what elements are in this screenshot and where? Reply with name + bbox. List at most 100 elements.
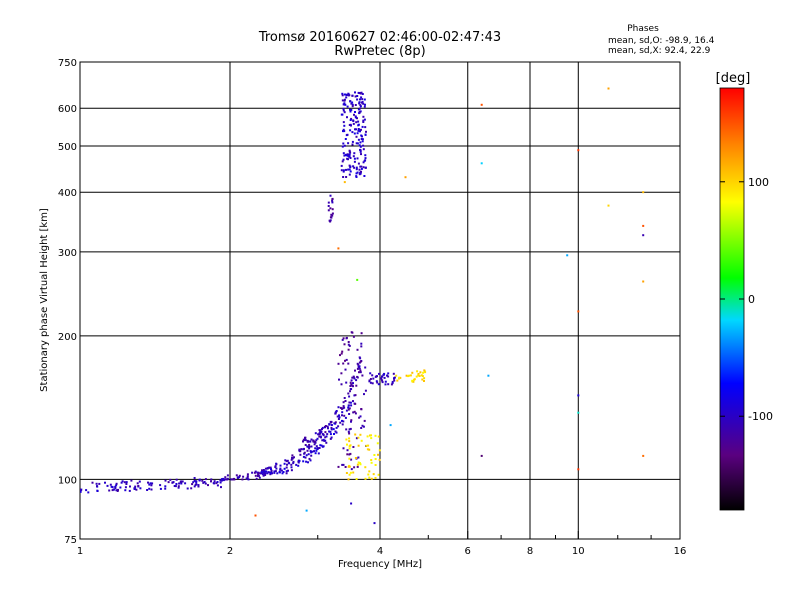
echo-point	[348, 155, 351, 158]
echo-point	[330, 436, 333, 439]
echo-point	[349, 452, 352, 455]
echo-point	[392, 372, 395, 375]
echo-point	[353, 132, 356, 135]
echo-point	[344, 368, 347, 371]
echo-point	[125, 483, 128, 485]
echo-point	[112, 488, 115, 491]
echo-point	[343, 130, 346, 133]
echo-point	[341, 407, 343, 410]
echo-point	[319, 435, 322, 438]
echo-point	[340, 113, 343, 116]
echo-point	[151, 482, 154, 485]
echo-point	[327, 209, 330, 212]
echo-point	[91, 481, 94, 484]
echo-point	[338, 414, 340, 417]
echo-point	[363, 118, 366, 121]
echo-point	[264, 472, 267, 475]
echo-point	[356, 157, 359, 160]
echo-point	[342, 447, 345, 450]
echo-point	[347, 406, 350, 409]
echo-point	[339, 354, 341, 357]
echo-point	[352, 446, 355, 448]
echo-point	[373, 522, 376, 525]
echo-point	[110, 485, 113, 488]
echo-point	[345, 438, 348, 441]
echo-point	[355, 176, 358, 178]
echo-point	[342, 401, 345, 404]
echo-point	[322, 438, 325, 441]
echo-point	[346, 443, 348, 446]
echo-point	[391, 382, 394, 385]
echo-point	[356, 278, 359, 281]
echo-point	[290, 466, 293, 469]
echo-point	[324, 431, 327, 434]
echo-point	[261, 471, 264, 474]
echo-point	[310, 451, 313, 454]
echo-point	[355, 437, 358, 440]
echo-point	[349, 119, 352, 121]
echo-point	[356, 132, 359, 135]
echo-point	[342, 103, 345, 106]
echo-point	[341, 423, 344, 426]
echo-point	[373, 454, 376, 456]
echo-point	[342, 405, 345, 408]
echo-point	[308, 457, 311, 460]
echo-point	[324, 425, 327, 427]
echo-point	[346, 133, 349, 136]
echo-point	[420, 374, 423, 377]
echo-point	[384, 383, 387, 386]
echo-point	[348, 401, 351, 404]
echo-point	[213, 480, 216, 483]
echo-point	[360, 439, 363, 442]
echo-point	[181, 480, 184, 483]
echo-point	[238, 474, 241, 477]
echo-point	[386, 374, 388, 377]
echo-point	[340, 372, 343, 375]
echo-point	[359, 130, 361, 133]
echo-point	[407, 375, 409, 378]
echo-point	[98, 482, 101, 485]
echo-point	[331, 199, 334, 202]
echo-point	[417, 373, 420, 375]
echo-point	[197, 484, 200, 487]
echo-point	[362, 166, 365, 169]
echo-point	[409, 374, 412, 377]
echo-point	[329, 219, 332, 222]
echo-point	[298, 448, 301, 451]
echo-point	[356, 142, 359, 145]
echo-point	[363, 105, 366, 108]
echo-point	[302, 460, 305, 463]
echo-point	[375, 380, 378, 383]
echo-point	[346, 93, 349, 96]
echo-point	[348, 437, 351, 440]
echo-point	[333, 433, 335, 435]
echo-point	[343, 144, 346, 147]
echo-point	[381, 375, 383, 378]
x-tick-label: 1	[77, 546, 83, 557]
echo-point	[348, 453, 351, 456]
echo-point	[370, 461, 373, 464]
echo-point	[363, 159, 366, 162]
echo-point	[329, 194, 332, 197]
echo-point	[353, 113, 355, 116]
echo-point	[356, 95, 359, 97]
echo-point	[180, 482, 183, 485]
echo-point	[360, 342, 363, 345]
echo-point	[377, 435, 380, 438]
echo-point	[349, 381, 352, 384]
echo-point	[359, 98, 361, 101]
echo-point	[405, 374, 408, 377]
echo-point	[360, 408, 363, 410]
echo-point	[358, 416, 361, 419]
y-tick-label: 500	[58, 142, 77, 153]
colorbar-ticks: 100 0 -100	[720, 176, 773, 423]
echo-point	[297, 460, 300, 463]
echo-point	[421, 375, 424, 378]
echo-point	[359, 463, 362, 466]
echo-point	[334, 412, 337, 415]
echo-point	[343, 98, 346, 101]
echo-point	[377, 453, 379, 456]
echo-point	[342, 158, 345, 161]
echo-point	[278, 471, 281, 474]
echo-point	[348, 445, 351, 448]
